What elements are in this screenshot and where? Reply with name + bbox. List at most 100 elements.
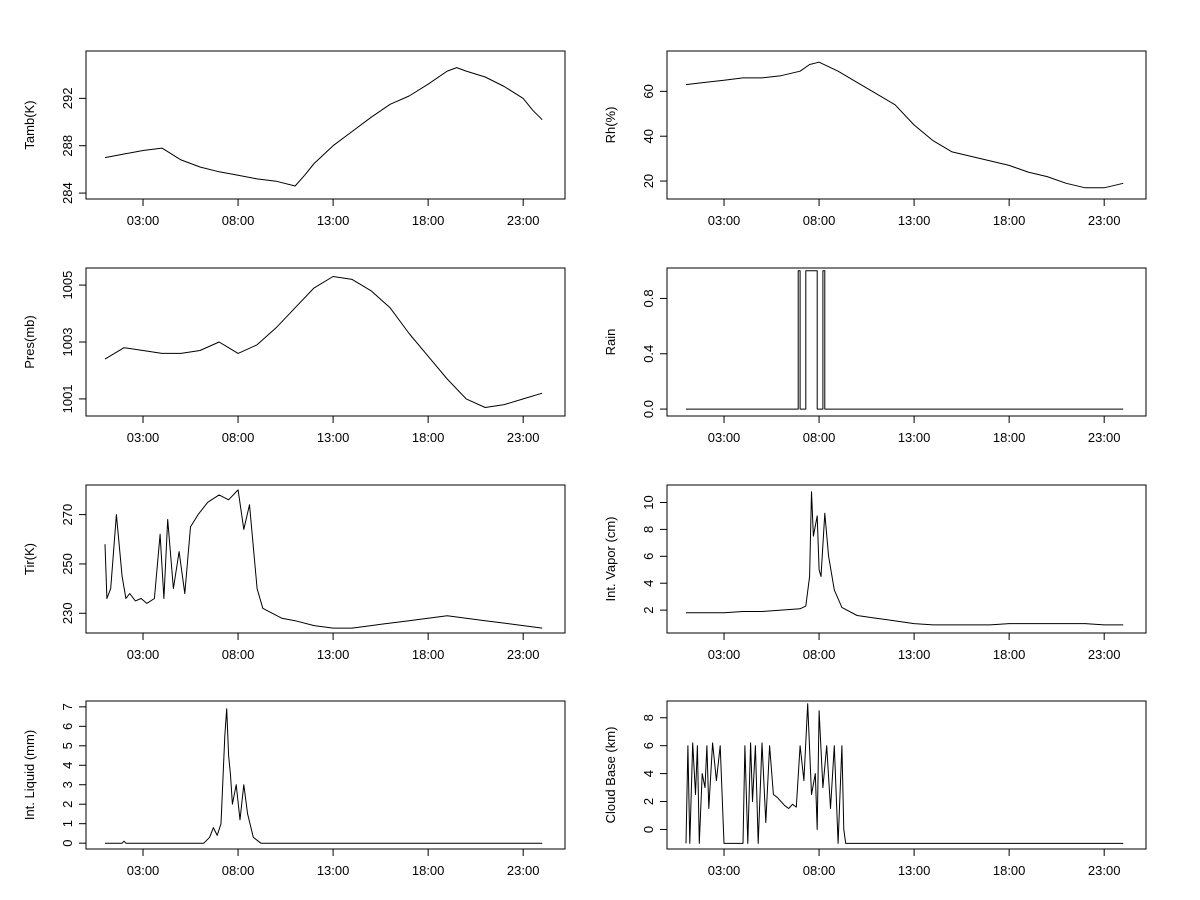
x-tick-label: 08:00 — [222, 430, 255, 445]
x-tick-label: 23:00 — [1088, 863, 1121, 878]
y-tick-label: 10 — [641, 495, 656, 509]
series-line-3 — [104, 276, 543, 408]
x-tick-label: 18:00 — [412, 430, 445, 445]
x-tick-label: 03:00 — [708, 213, 741, 228]
panel-7: 03:00 08:00 13:00 18:00 23:00 0 1 2 3 4 5 6 7 Int. Li… — [22, 700, 566, 878]
y-tick-label: 1005 — [60, 271, 75, 300]
plot-frame — [85, 700, 566, 850]
x-tick-label: 03:00 — [708, 863, 741, 878]
x-tick-label: 03:00 — [708, 647, 741, 662]
series-line-8 — [685, 703, 1124, 844]
y-tick-label: 4 — [641, 770, 656, 777]
y-tick-label: 284 — [60, 182, 75, 204]
x-tick-label: 18:00 — [993, 430, 1026, 445]
x-tick-label: 13:00 — [898, 213, 931, 228]
x-tick-label: 18:00 — [993, 863, 1026, 878]
x-tick-label: 08:00 — [222, 863, 255, 878]
x-tick-label: 18:00 — [412, 213, 445, 228]
y-tick-label: 40 — [641, 129, 656, 143]
plot-frame — [85, 484, 566, 634]
y-tick-label: 60 — [641, 84, 656, 98]
x-tick-label: 23:00 — [1088, 647, 1121, 662]
y-tick-label: 1 — [60, 820, 75, 827]
plot-frame — [85, 267, 566, 417]
panel-4: 03:00 08:00 13:00 18:00 23:00 0.0 0.4 0.8 Rain — [603, 267, 1147, 445]
y-tick-label: 0 — [60, 840, 75, 847]
x-tick-label: 23:00 — [507, 213, 540, 228]
y-tick-label: 4 — [641, 580, 656, 587]
x-tick-label: 08:00 — [803, 647, 836, 662]
y-tick-label: 4 — [60, 762, 75, 769]
x-tick-label: 08:00 — [803, 213, 836, 228]
y-tick-label: 2 — [641, 607, 656, 614]
y-tick-label: 0.8 — [641, 289, 656, 307]
y-tick-label: 8 — [641, 714, 656, 721]
x-tick-label: 18:00 — [412, 863, 445, 878]
y-tick-label: 230 — [60, 602, 75, 624]
panel-2: 03:00 08:00 13:00 18:00 23:00 20 40 60 Rh(%) — [603, 50, 1147, 228]
y-tick-label: 0.0 — [641, 400, 656, 418]
x-tick-label: 13:00 — [898, 647, 931, 662]
plot-frame — [85, 50, 566, 200]
y-tick-label: 6 — [641, 742, 656, 749]
panel-8: 03:00 08:00 13:00 18:00 23:00 0 2 4 6 8 Cloud Base… — [603, 700, 1147, 878]
y-tick-label: 2 — [60, 801, 75, 808]
y-tick-label: 3 — [60, 781, 75, 788]
y-tick-label: 1003 — [60, 328, 75, 357]
series-line-5 — [104, 489, 543, 629]
x-tick-label: 13:00 — [317, 647, 350, 662]
y-tick-label: 250 — [60, 553, 75, 575]
x-tick-label: 03:00 — [127, 213, 160, 228]
y-axis-label: Rh(%) — [603, 107, 618, 144]
x-tick-label: 23:00 — [507, 647, 540, 662]
x-tick-label: 23:00 — [507, 863, 540, 878]
y-tick-label: 8 — [641, 526, 656, 533]
y-tick-label: 2 — [641, 798, 656, 805]
y-tick-label: 0 — [641, 826, 656, 833]
y-tick-label: 0.4 — [641, 345, 656, 363]
series-line-2 — [685, 61, 1124, 189]
y-axis-label: Cloud Base (km) — [603, 727, 618, 824]
x-tick-label: 03:00 — [708, 430, 741, 445]
x-tick-label: 13:00 — [898, 863, 931, 878]
x-tick-label: 03:00 — [127, 863, 160, 878]
x-tick-label: 08:00 — [222, 647, 255, 662]
y-tick-label: 1001 — [60, 384, 75, 413]
x-tick-label: 08:00 — [222, 213, 255, 228]
x-tick-label: 23:00 — [507, 430, 540, 445]
y-tick-label: 292 — [60, 88, 75, 110]
y-tick-label: 7 — [60, 703, 75, 710]
y-tick-label: 20 — [641, 174, 656, 188]
series-line-7 — [105, 708, 543, 844]
x-tick-label: 23:00 — [1088, 430, 1121, 445]
y-tick-label: 6 — [60, 723, 75, 730]
y-axis-label: Tamb(K) — [22, 100, 37, 149]
x-tick-label: 13:00 — [317, 430, 350, 445]
series-line-1 — [104, 67, 543, 187]
y-tick-label: 288 — [60, 135, 75, 157]
panel-5: 03:00 08:00 13:00 18:00 23:00 230 250 270 Tir(K) — [22, 484, 566, 662]
x-tick-label: 18:00 — [993, 647, 1026, 662]
panel-1: 03:00 08:00 13:00 18:00 23:00 284 288 292 Tamb(K… — [22, 50, 566, 228]
panel-3: 03:00 08:00 13:00 18:00 23:00 1001 1003 1005 Pre… — [22, 267, 566, 445]
x-tick-label: 08:00 — [803, 430, 836, 445]
x-tick-label: 13:00 — [317, 213, 350, 228]
y-axis-label: Int. Liquid (mm) — [22, 730, 37, 820]
x-tick-label: 23:00 — [1088, 213, 1121, 228]
panel-6: 03:00 08:00 13:00 18:00 23:00 2 4 6 8 10 Int. Vapo… — [603, 484, 1147, 662]
x-tick-label: 08:00 — [803, 863, 836, 878]
series-line-4 — [686, 270, 1124, 410]
x-tick-label: 18:00 — [412, 647, 445, 662]
series-line-6 — [686, 491, 1124, 626]
x-tick-label: 13:00 — [898, 430, 931, 445]
x-tick-label: 03:00 — [127, 647, 160, 662]
x-tick-label: 18:00 — [993, 213, 1026, 228]
y-tick-label: 6 — [641, 553, 656, 560]
y-tick-label: 270 — [60, 504, 75, 526]
y-axis-label: Pres(mb) — [22, 315, 37, 368]
x-tick-label: 13:00 — [317, 863, 350, 878]
plot-frame — [666, 700, 1147, 850]
plot-frame — [666, 267, 1147, 417]
y-axis-label: Int. Vapor (cm) — [603, 516, 618, 601]
